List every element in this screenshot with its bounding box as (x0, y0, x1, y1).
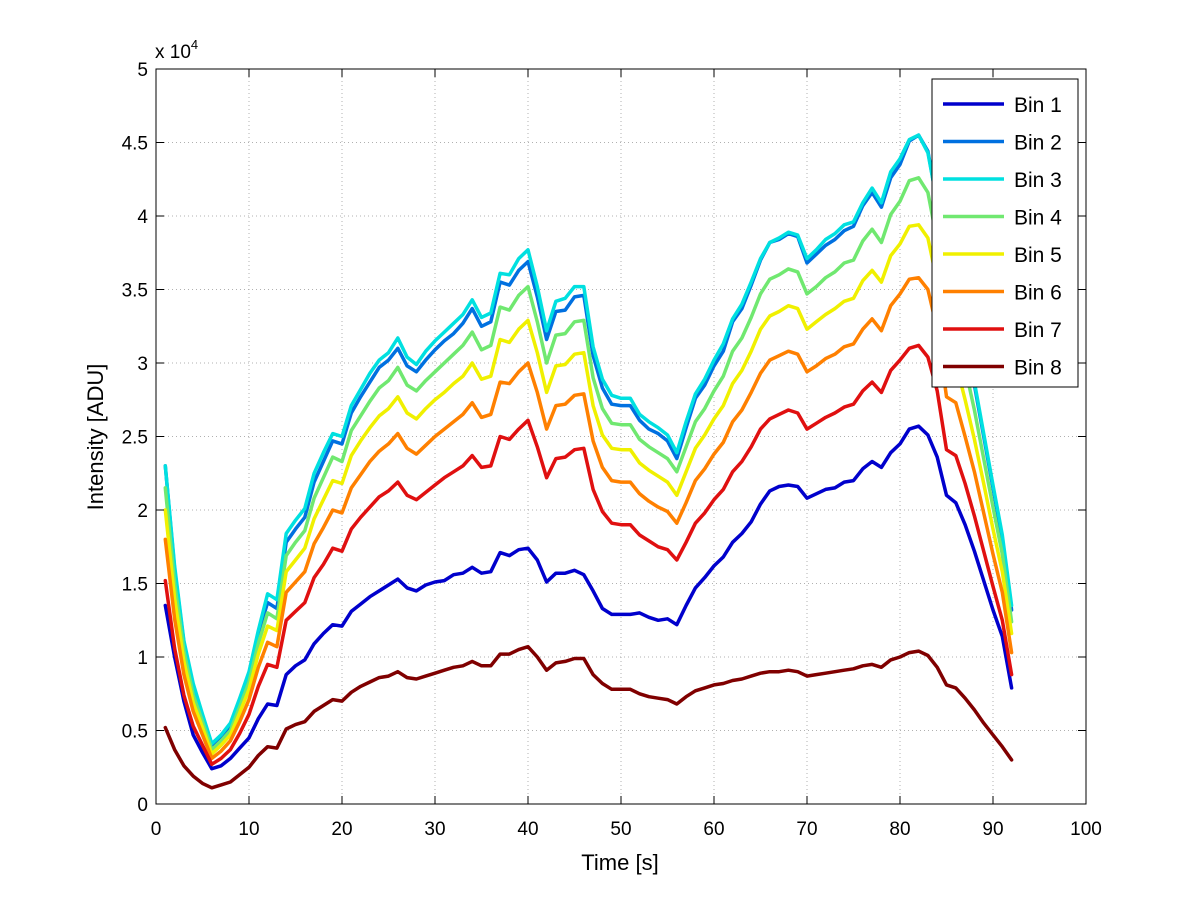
series-line-bin-1 (163, 424, 1014, 771)
x-tick-label: 30 (424, 819, 445, 840)
series-line-bin-7 (163, 343, 1014, 767)
x-tick-label: 90 (982, 819, 1003, 840)
legend-label-bin-3: Bin 3 (1014, 169, 1062, 192)
x-tick-label: 100 (1070, 819, 1102, 840)
y-axis-label: Intensity [ADU] (83, 364, 108, 511)
legend: Bin 1 Bin 2 Bin 3 Bin 4 Bin 5 Bin 6 Bin 7 Bin 8 (931, 78, 1079, 388)
series-line-bin-5 (163, 223, 1014, 756)
series-line-bin-8 (163, 644, 1014, 790)
legend-label-bin-7: Bin 7 (1014, 319, 1062, 342)
x-tick-label: 80 (889, 819, 910, 840)
y-tick-label: 3 (137, 354, 148, 375)
legend-label-bin-5: Bin 5 (1014, 244, 1062, 267)
y-tick-label: 2 (137, 501, 148, 522)
x-tick-label: 50 (610, 819, 631, 840)
y-tick-label: 0 (137, 795, 148, 816)
legend-label-bin-8: Bin 8 (1014, 357, 1062, 380)
legend-label-bin-2: Bin 2 (1014, 132, 1062, 155)
x-tick-label: 10 (238, 819, 259, 840)
x-tick-label: 20 (331, 819, 352, 840)
y-tick-label: 3.5 (122, 281, 148, 302)
series-line-bin-3 (163, 133, 1014, 746)
legend-label-bin-1: Bin 1 (1014, 94, 1062, 117)
y-tick-label: 1.5 (122, 575, 148, 596)
y-axis-exponent-label: x 104 (155, 37, 198, 63)
series-line-bin-4 (163, 176, 1014, 752)
axis-ticks: 0 10 20 30 40 50 60 70 80 90 100 0 0.5 1 1.5 2 2.5 3 3.5 4 4… (122, 60, 1102, 840)
series-lines (163, 133, 1014, 790)
y-tick-label: 5 (137, 60, 148, 81)
y-tick-label: 2.5 (122, 428, 148, 449)
y-tick-label: 4 (137, 207, 148, 228)
legend-box (931, 78, 1079, 388)
x-tick-label: 40 (517, 819, 538, 840)
x-tick-label: 0 (151, 819, 162, 840)
legend-label-bin-6: Bin 6 (1014, 282, 1062, 305)
x-axis-label: Time [s] (581, 850, 658, 875)
legend-label-bin-4: Bin 4 (1014, 207, 1062, 230)
x-tick-label: 70 (796, 819, 817, 840)
y-tick-label: 1 (137, 648, 148, 669)
series-line-bin-6 (163, 275, 1014, 761)
y-tick-label: 4.5 (122, 134, 148, 155)
x-tick-label: 60 (703, 819, 724, 840)
y-tick-label: 0.5 (122, 722, 148, 743)
